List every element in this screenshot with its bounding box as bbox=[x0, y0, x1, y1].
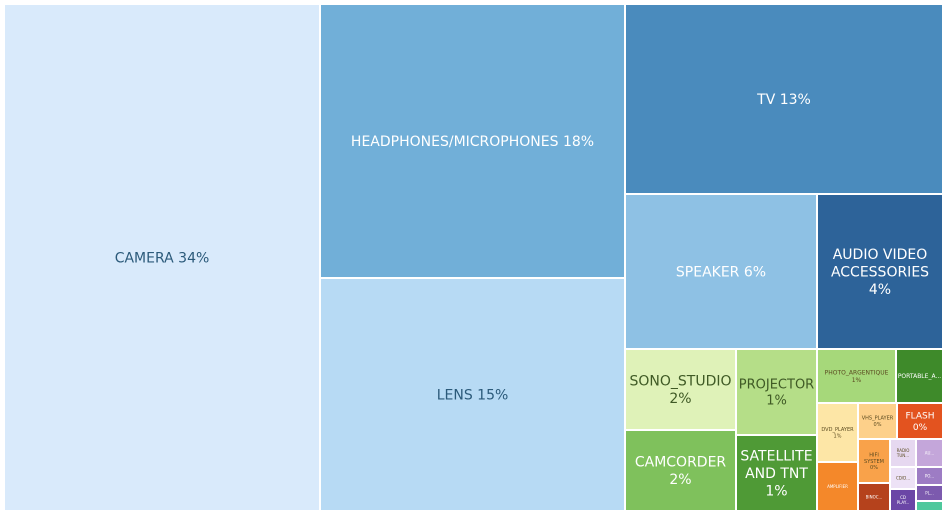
tile-name-projector: PROJECTOR bbox=[739, 377, 814, 392]
tile-name-pl: PL... bbox=[925, 490, 933, 495]
tile-label-satellite-and-tnt: SATELLITE AND TNT 1% bbox=[740, 448, 812, 499]
tile-name-satellite-and-tnt: SATELLITE bbox=[740, 448, 812, 464]
tile-value-sono-studio: 2% bbox=[669, 391, 691, 407]
tile-pl[interactable] bbox=[917, 486, 942, 500]
tile-label-sono-studio: SONO_STUDIO 2% bbox=[629, 374, 731, 408]
tile-name-amplifier: AMPLIFIER bbox=[827, 484, 848, 489]
tile-cd-play[interactable] bbox=[891, 490, 915, 510]
tile-name-headphones-microphones: HEADPHONES/MICROPHONES 18% bbox=[351, 134, 594, 150]
tile-name-audio-video-accessories: ACCESSORIES bbox=[831, 264, 929, 280]
tile-name-portable-a: PORTABLE_A... bbox=[898, 373, 941, 380]
tile-name-photo-argentique: PHOTO_ARGENTIQUE bbox=[825, 369, 889, 376]
tile-label-amplifier: AMPLIFIER bbox=[827, 484, 848, 489]
tile-value-photo-argentique: 1% bbox=[852, 377, 862, 384]
tile-camera[interactable] bbox=[5, 5, 319, 510]
tile-value-audio-video-accessories: 4% bbox=[869, 282, 891, 298]
tile-name-sono-studio: SONO_STUDIO bbox=[629, 374, 731, 390]
tile-label-tv: TV 13% bbox=[756, 92, 811, 108]
tile-label-binoc: BINOC... bbox=[866, 494, 883, 499]
tile-label-cd-play: CD PLAY... bbox=[897, 495, 910, 505]
tile-name-audio-video-accessories: AUDIO VIDEO bbox=[833, 247, 928, 263]
tile-vhs-player[interactable] bbox=[859, 404, 896, 438]
tile-name-radio-tun: TUN... bbox=[896, 453, 909, 458]
tile-photo-argentique[interactable] bbox=[818, 350, 895, 402]
tile-tv[interactable] bbox=[626, 5, 942, 193]
tile-amplifier[interactable] bbox=[818, 463, 857, 510]
tile-label-camcorder: CAMCORDER 2% bbox=[635, 455, 727, 489]
tile-label-dvd-player: DVD_PLAYER 1% bbox=[821, 427, 854, 439]
tile-flash[interactable] bbox=[898, 404, 942, 438]
tile-unnamed[interactable] bbox=[917, 502, 942, 510]
tile-headphones-microphones[interactable] bbox=[321, 5, 624, 277]
tile-label-po: PO... bbox=[925, 473, 934, 478]
tile-label-radio-tun: RADIO TUN... bbox=[896, 448, 909, 458]
tile-value-hifi-system: 0% bbox=[870, 465, 878, 471]
tile-name-dvd-player: DVD_PLAYER bbox=[821, 427, 854, 433]
tile-sono-studio[interactable] bbox=[626, 350, 735, 429]
tile-label-lens: LENS 15% bbox=[437, 387, 509, 403]
tile-name-vhs-player: VHS_PLAYER bbox=[862, 416, 894, 422]
tile-name-satellite-and-tnt: AND TNT bbox=[745, 466, 808, 482]
tile-label-audio-video-accessories: AUDIO VIDEO ACCESSORIES 4% bbox=[831, 247, 929, 298]
tile-label-hifi-system: HIFI SYSTEM 0% bbox=[864, 453, 884, 472]
tile-name-lens: LENS 15% bbox=[437, 387, 509, 403]
tile-name-binoc: BINOC... bbox=[866, 494, 883, 499]
tile-hifi-system[interactable] bbox=[859, 440, 889, 482]
tile-label-projector: PROJECTOR 1% bbox=[739, 377, 814, 408]
tile-label-portable-a: PORTABLE_A... bbox=[898, 373, 941, 380]
tile-name-speaker: SPEAKER 6% bbox=[676, 264, 766, 280]
tile-value-satellite-and-tnt: 1% bbox=[765, 483, 787, 499]
tile-name-flash: FLASH bbox=[905, 412, 934, 422]
tile-dvd-player[interactable] bbox=[818, 404, 857, 461]
tile-value-projector: 1% bbox=[766, 394, 787, 409]
tile-value-camcorder: 2% bbox=[669, 472, 691, 488]
tile-label-photo-argentique: PHOTO_ARGENTIQUE 1% bbox=[825, 369, 889, 384]
tile-label-pl: PL... bbox=[925, 490, 933, 495]
tile-value-flash: 0% bbox=[913, 423, 928, 433]
tile-lens[interactable] bbox=[321, 279, 624, 510]
tile-cd-d[interactable] bbox=[891, 468, 915, 488]
tile-name-cd-d: CD/D... bbox=[896, 475, 910, 480]
tile-speaker[interactable] bbox=[626, 195, 816, 348]
tile-au[interactable] bbox=[917, 440, 942, 466]
tile-portable-a[interactable] bbox=[897, 350, 942, 402]
tile-label-vhs-player: VHS_PLAYER 0% bbox=[862, 416, 894, 428]
tile-label-cd-d: CD/D... bbox=[896, 475, 910, 480]
tile-name-hifi-system: HIFI bbox=[869, 453, 879, 459]
tile-label-speaker: SPEAKER 6% bbox=[676, 264, 766, 280]
tile-camcorder[interactable] bbox=[626, 431, 735, 510]
tile-name-au: AU... bbox=[925, 450, 934, 455]
tile-label-au: AU... bbox=[925, 450, 934, 455]
tile-value-dvd-player: 1% bbox=[834, 433, 842, 439]
tile-binoc[interactable] bbox=[859, 484, 889, 510]
tile-name-cd-play: CD bbox=[900, 495, 906, 500]
tile-audio-video-accessories[interactable] bbox=[818, 195, 942, 348]
tile-name-po: PO... bbox=[925, 473, 934, 478]
tile-name-hifi-system: SYSTEM bbox=[864, 459, 884, 465]
tile-name-tv: TV 13% bbox=[756, 92, 811, 108]
tile-name-cd-play: PLAY... bbox=[897, 500, 910, 505]
tile-radio-tun[interactable] bbox=[891, 440, 915, 466]
tile-po[interactable] bbox=[917, 468, 942, 484]
tile-name-camcorder: CAMCORDER bbox=[635, 455, 727, 471]
tile-projector[interactable] bbox=[737, 350, 816, 434]
tile-label-headphones-microphones: HEADPHONES/MICROPHONES 18% bbox=[351, 134, 594, 150]
tile-name-radio-tun: RADIO bbox=[897, 448, 910, 453]
tile-satellite-and-tnt[interactable] bbox=[737, 436, 816, 510]
tile-name-camera: CAMERA 34% bbox=[115, 250, 210, 266]
tile-label-flash: FLASH 0% bbox=[905, 412, 934, 433]
tile-value-vhs-player: 0% bbox=[874, 422, 882, 428]
tile-label-camera: CAMERA 34% bbox=[115, 250, 210, 266]
